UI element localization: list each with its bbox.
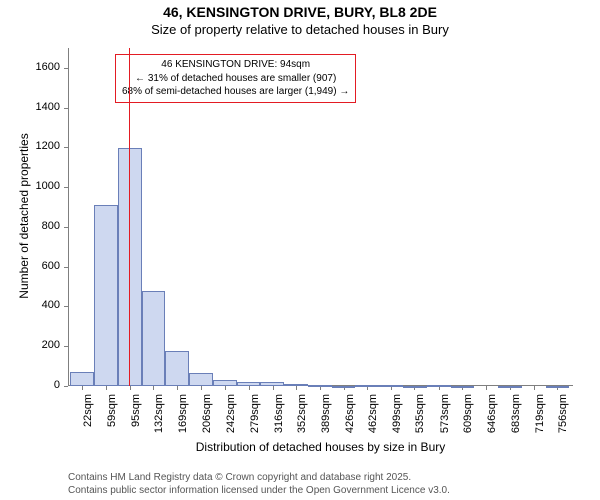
histogram-bar xyxy=(451,386,475,388)
x-tick-label: 352sqm xyxy=(296,394,308,444)
x-tick-label: 573sqm xyxy=(439,394,451,444)
footer-line-1: Contains HM Land Registry data © Crown c… xyxy=(68,471,450,484)
histogram-bar xyxy=(332,386,356,388)
title-line2: Size of property relative to detached ho… xyxy=(0,22,600,37)
histogram-bar xyxy=(260,382,284,386)
x-tick-label: 756sqm xyxy=(557,394,569,444)
x-tick-label: 683sqm xyxy=(510,394,522,444)
histogram-bar xyxy=(70,372,94,386)
histogram-bar xyxy=(403,386,427,388)
x-tick-label: 132sqm xyxy=(153,394,165,444)
x-tick-label: 279sqm xyxy=(249,394,261,444)
y-tick-label: 1200 xyxy=(0,140,60,152)
histogram-bar xyxy=(165,351,189,386)
y-tick xyxy=(64,306,68,307)
footer-text: Contains HM Land Registry data © Crown c… xyxy=(68,471,450,497)
x-tick xyxy=(201,386,202,390)
y-tick xyxy=(64,68,68,69)
x-tick-label: 169sqm xyxy=(177,394,189,444)
x-tick-label: 609sqm xyxy=(462,394,474,444)
x-tick-label: 646sqm xyxy=(486,394,498,444)
x-tick xyxy=(225,386,226,390)
y-tick xyxy=(64,346,68,347)
y-tick xyxy=(64,386,68,387)
x-tick xyxy=(130,386,131,390)
histogram-bar xyxy=(427,385,451,387)
property-marker-line xyxy=(129,48,130,386)
histogram-bar xyxy=(237,382,261,386)
histogram-bar xyxy=(142,291,166,386)
x-tick-label: 499sqm xyxy=(391,394,403,444)
x-tick-label: 22sqm xyxy=(82,394,94,444)
x-tick xyxy=(249,386,250,390)
annotation-line-3: 68% of semi-detached houses are larger (… xyxy=(122,85,349,99)
x-tick-label: 59sqm xyxy=(106,394,118,444)
y-tick-label: 1400 xyxy=(0,101,60,113)
x-tick xyxy=(486,386,487,390)
y-tick xyxy=(64,187,68,188)
annotation-line-1: 46 KENSINGTON DRIVE: 94sqm xyxy=(122,58,349,72)
histogram-bar xyxy=(284,384,308,386)
histogram-bar xyxy=(379,385,403,387)
x-tick xyxy=(82,386,83,390)
histogram-bar xyxy=(355,385,379,387)
y-tick-label: 400 xyxy=(0,299,60,311)
annotation-line-2: ← 31% of detached houses are smaller (90… xyxy=(122,72,349,86)
annotation-box: 46 KENSINGTON DRIVE: 94sqm ← 31% of deta… xyxy=(115,54,356,103)
histogram-bar xyxy=(94,205,118,386)
title-line1: 46, KENSINGTON DRIVE, BURY, BL8 2DE xyxy=(0,4,600,20)
y-tick xyxy=(64,108,68,109)
x-tick-label: 389sqm xyxy=(320,394,332,444)
y-tick xyxy=(64,267,68,268)
chart-container: 46, KENSINGTON DRIVE, BURY, BL8 2DE Size… xyxy=(0,0,600,500)
x-tick-label: 426sqm xyxy=(344,394,356,444)
x-tick-label: 719sqm xyxy=(534,394,546,444)
x-tick-label: 316sqm xyxy=(273,394,285,444)
x-tick-label: 535sqm xyxy=(414,394,426,444)
x-tick xyxy=(296,386,297,390)
x-tick xyxy=(534,386,535,390)
x-tick-label: 462sqm xyxy=(367,394,379,444)
histogram-bar xyxy=(546,386,570,388)
footer-line-2: Contains public sector information licen… xyxy=(68,484,450,497)
title-block: 46, KENSINGTON DRIVE, BURY, BL8 2DE Size… xyxy=(0,4,600,37)
y-tick-label: 1000 xyxy=(0,180,60,192)
y-tick-label: 600 xyxy=(0,260,60,272)
y-tick-label: 800 xyxy=(0,220,60,232)
y-tick-label: 200 xyxy=(0,339,60,351)
x-tick xyxy=(273,386,274,390)
y-tick-label: 0 xyxy=(0,379,60,391)
histogram-bar xyxy=(308,385,332,387)
histogram-bar xyxy=(213,380,237,386)
x-tick xyxy=(106,386,107,390)
x-tick-label: 206sqm xyxy=(201,394,213,444)
histogram-bar xyxy=(189,373,213,386)
y-tick xyxy=(64,147,68,148)
x-tick-label: 95sqm xyxy=(130,394,142,444)
x-tick-label: 242sqm xyxy=(225,394,237,444)
x-tick xyxy=(153,386,154,390)
y-tick xyxy=(64,227,68,228)
y-tick-label: 1600 xyxy=(0,61,60,73)
x-tick xyxy=(177,386,178,390)
histogram-bar xyxy=(498,386,522,388)
